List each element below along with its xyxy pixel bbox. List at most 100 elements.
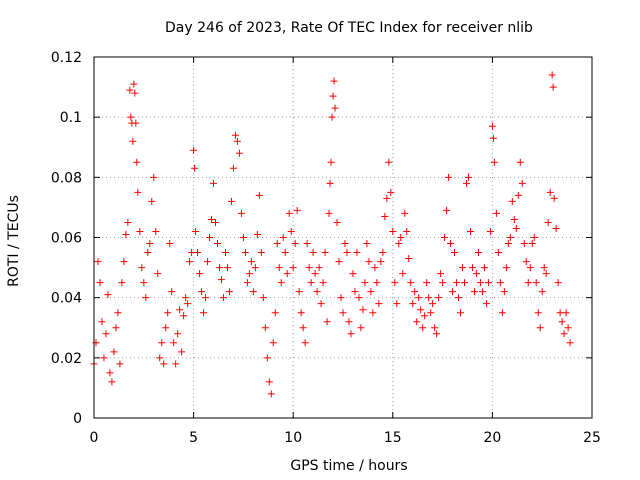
data-point [144, 249, 152, 257]
data-point [518, 179, 526, 187]
data-point [303, 240, 311, 248]
data-point [190, 146, 198, 154]
data-point [534, 309, 542, 317]
data-point [307, 279, 315, 287]
data-point [397, 234, 405, 241]
data-point [219, 294, 227, 302]
data-point [225, 288, 233, 296]
data-point [243, 279, 251, 287]
data-point [478, 288, 486, 296]
data-point [363, 240, 371, 248]
data-point [301, 339, 309, 347]
data-point [492, 209, 500, 217]
data-point [162, 324, 170, 332]
data-point [186, 258, 194, 266]
data-point [315, 264, 323, 272]
data-point [554, 279, 562, 287]
data-point [530, 234, 538, 241]
data-point [212, 218, 220, 226]
data-point [206, 234, 214, 241]
data-point [217, 276, 225, 284]
data-point [512, 224, 520, 232]
data-point [94, 258, 102, 266]
data-point [351, 288, 359, 296]
data-point [455, 294, 463, 302]
data-point [283, 270, 291, 278]
data-point [133, 158, 141, 166]
data-point [180, 312, 188, 320]
data-point [127, 113, 135, 121]
data-point [536, 324, 544, 332]
data-point [164, 309, 172, 317]
data-point [204, 258, 212, 266]
data-point [489, 134, 497, 142]
data-point [369, 309, 377, 317]
data-point [464, 173, 472, 181]
data-point [506, 234, 514, 241]
x-tick-label: 10 [284, 430, 302, 446]
data-point [138, 264, 146, 272]
data-point [271, 309, 279, 317]
data-point [403, 227, 411, 235]
data-point [341, 240, 349, 248]
data-point [131, 89, 139, 97]
data-point [126, 86, 134, 94]
data-point [445, 173, 453, 181]
data-point [194, 249, 202, 257]
data-point [142, 294, 150, 302]
x-tick-label: 20 [483, 430, 501, 446]
data-point [466, 227, 474, 235]
data-point [524, 279, 532, 287]
data-point [463, 179, 471, 187]
data-point [253, 230, 261, 238]
data-point [311, 270, 319, 278]
data-point [399, 270, 407, 278]
data-point [327, 158, 335, 166]
data-point [429, 300, 437, 308]
data-point [132, 119, 140, 127]
y-tick-label: 0.06 [51, 231, 82, 247]
data-point [152, 227, 160, 235]
data-point [331, 104, 339, 112]
data-point [166, 240, 174, 248]
data-point [472, 270, 480, 278]
data-point [540, 264, 548, 272]
data-point [326, 179, 334, 187]
x-axis-tick-labels: 0 5 10 15 20 25 [90, 430, 601, 446]
data-point [263, 354, 271, 362]
data-point [146, 240, 154, 248]
data-point [423, 279, 431, 287]
data-point [343, 249, 351, 257]
data-point [357, 324, 365, 332]
data-point [371, 264, 379, 272]
data-point [208, 215, 216, 223]
data-point [333, 218, 341, 226]
data-point [484, 279, 492, 287]
data-point [490, 158, 498, 166]
data-point [468, 264, 476, 272]
data-point [526, 264, 534, 272]
y-tick-label: 0.1 [60, 110, 82, 126]
data-point [433, 330, 441, 338]
data-point [116, 360, 124, 368]
data-point [275, 264, 283, 272]
data-point [291, 240, 299, 248]
data-point [136, 227, 144, 235]
data-point [393, 300, 401, 308]
data-point [411, 288, 419, 296]
data-point [104, 291, 112, 299]
data-point [299, 324, 307, 332]
data-point [395, 240, 403, 248]
data-point [140, 279, 148, 287]
data-point [439, 279, 447, 287]
data-point [470, 288, 478, 296]
data-point [508, 197, 516, 205]
y-tick-label: 0.04 [51, 291, 82, 307]
data-point [391, 279, 399, 287]
data-point [114, 309, 122, 317]
y-tick-label: 0.08 [51, 170, 82, 186]
data-point [548, 71, 556, 79]
data-point [168, 288, 176, 296]
data-point [305, 264, 313, 272]
